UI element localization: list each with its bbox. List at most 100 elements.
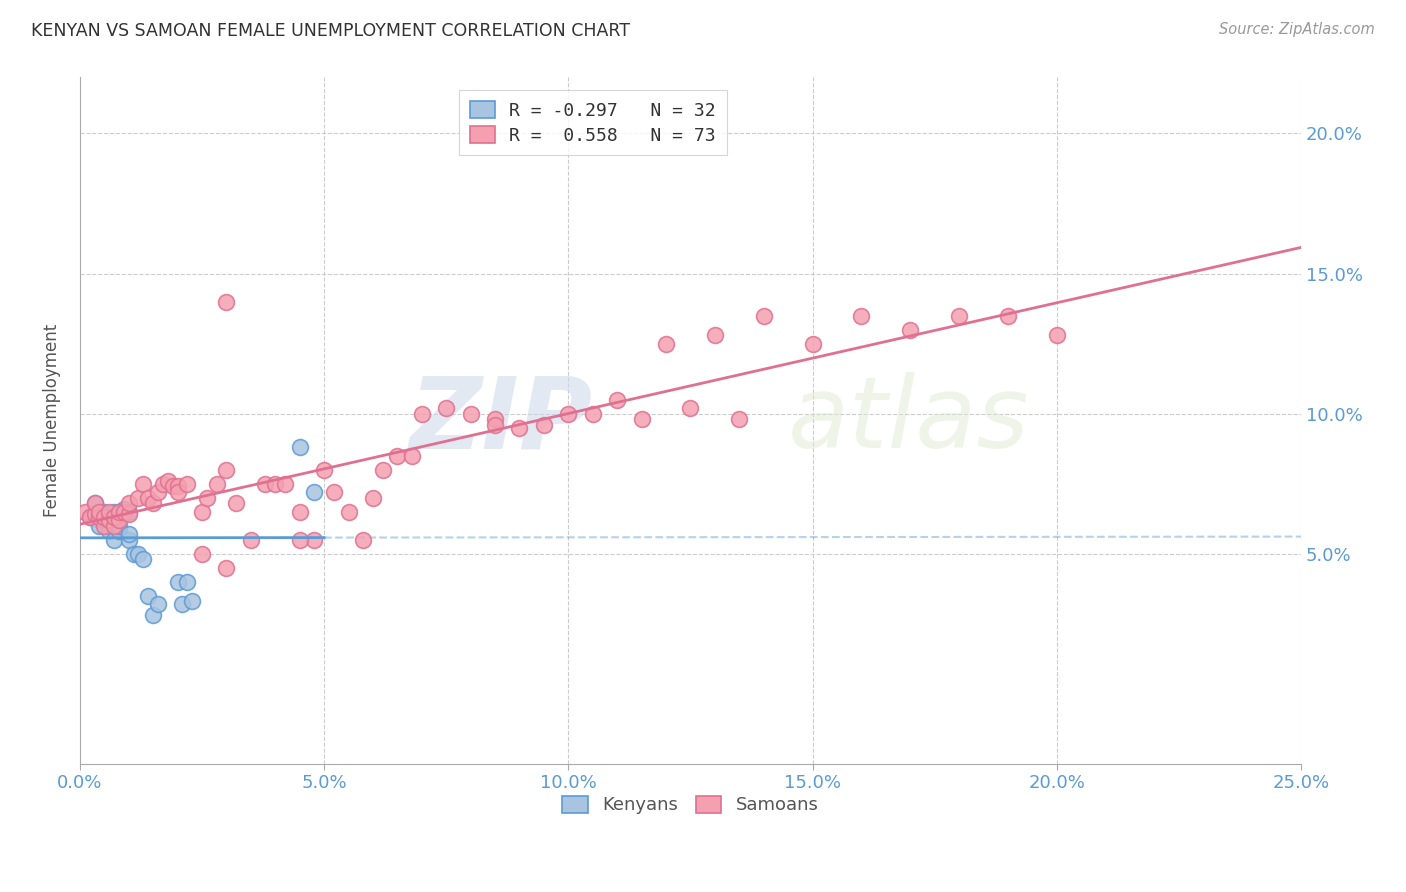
Point bbox=[1046, 328, 1069, 343]
Point bbox=[98, 518, 121, 533]
Point bbox=[728, 412, 751, 426]
Point bbox=[401, 449, 423, 463]
Point bbox=[118, 508, 141, 522]
Point bbox=[630, 412, 652, 426]
Point bbox=[181, 594, 204, 608]
Y-axis label: Female Unemployment: Female Unemployment bbox=[44, 324, 60, 517]
Point bbox=[898, 322, 921, 336]
Legend: Kenyans, Samoans: Kenyans, Samoans bbox=[554, 787, 828, 823]
Text: Source: ZipAtlas.com: Source: ZipAtlas.com bbox=[1219, 22, 1375, 37]
Point bbox=[176, 476, 198, 491]
Point bbox=[162, 479, 184, 493]
Point bbox=[752, 309, 775, 323]
Point bbox=[371, 463, 394, 477]
Point bbox=[508, 420, 530, 434]
Point bbox=[997, 309, 1019, 323]
Point bbox=[146, 485, 169, 500]
Point bbox=[108, 505, 131, 519]
Point bbox=[322, 485, 344, 500]
Point bbox=[304, 485, 326, 500]
Point bbox=[606, 392, 628, 407]
Point bbox=[93, 505, 115, 519]
Point bbox=[118, 527, 141, 541]
Point bbox=[225, 496, 247, 510]
Point bbox=[166, 485, 188, 500]
Point bbox=[142, 496, 165, 510]
Point bbox=[655, 336, 678, 351]
Point bbox=[89, 513, 111, 527]
Point bbox=[288, 533, 311, 547]
Point bbox=[215, 294, 238, 309]
Point bbox=[103, 510, 125, 524]
Point bbox=[132, 552, 155, 566]
Point bbox=[108, 513, 131, 527]
Point bbox=[93, 513, 115, 527]
Point bbox=[83, 508, 105, 522]
Point bbox=[103, 505, 125, 519]
Point bbox=[205, 476, 228, 491]
Point bbox=[108, 505, 131, 519]
Point bbox=[533, 417, 555, 432]
Point bbox=[118, 496, 141, 510]
Point bbox=[274, 476, 297, 491]
Point bbox=[557, 407, 579, 421]
Point bbox=[118, 533, 141, 547]
Point bbox=[112, 501, 135, 516]
Point bbox=[118, 505, 141, 519]
Point bbox=[172, 597, 194, 611]
Point bbox=[254, 476, 277, 491]
Point bbox=[411, 407, 433, 421]
Point bbox=[239, 533, 262, 547]
Point bbox=[166, 574, 188, 589]
Point bbox=[127, 491, 149, 505]
Point bbox=[215, 560, 238, 574]
Point bbox=[79, 510, 101, 524]
Point bbox=[132, 476, 155, 491]
Text: atlas: atlas bbox=[789, 372, 1029, 469]
Point bbox=[460, 407, 482, 421]
Point bbox=[98, 505, 121, 519]
Point bbox=[387, 449, 409, 463]
Point bbox=[361, 491, 384, 505]
Point bbox=[136, 589, 159, 603]
Point bbox=[156, 474, 179, 488]
Point bbox=[152, 476, 174, 491]
Point bbox=[304, 533, 326, 547]
Point bbox=[166, 479, 188, 493]
Point bbox=[98, 524, 121, 539]
Point bbox=[103, 533, 125, 547]
Point bbox=[108, 524, 131, 539]
Point bbox=[352, 533, 374, 547]
Point bbox=[127, 547, 149, 561]
Point bbox=[484, 412, 506, 426]
Point bbox=[146, 597, 169, 611]
Point bbox=[79, 510, 101, 524]
Point bbox=[83, 496, 105, 510]
Point bbox=[215, 463, 238, 477]
Point bbox=[112, 508, 135, 522]
Point bbox=[434, 401, 457, 415]
Point bbox=[582, 407, 605, 421]
Point bbox=[89, 505, 111, 519]
Text: KENYAN VS SAMOAN FEMALE UNEMPLOYMENT CORRELATION CHART: KENYAN VS SAMOAN FEMALE UNEMPLOYMENT COR… bbox=[31, 22, 630, 40]
Point bbox=[93, 510, 115, 524]
Point bbox=[851, 309, 873, 323]
Point bbox=[103, 518, 125, 533]
Point bbox=[191, 547, 214, 561]
Point bbox=[484, 417, 506, 432]
Point bbox=[176, 574, 198, 589]
Point bbox=[288, 505, 311, 519]
Point bbox=[337, 505, 360, 519]
Point bbox=[73, 505, 96, 519]
Point bbox=[948, 309, 970, 323]
Point bbox=[112, 505, 135, 519]
Point bbox=[314, 463, 336, 477]
Point bbox=[142, 608, 165, 623]
Point bbox=[98, 510, 121, 524]
Point bbox=[93, 518, 115, 533]
Point bbox=[801, 336, 824, 351]
Point bbox=[191, 505, 214, 519]
Point bbox=[679, 401, 702, 415]
Point bbox=[264, 476, 287, 491]
Point bbox=[136, 491, 159, 505]
